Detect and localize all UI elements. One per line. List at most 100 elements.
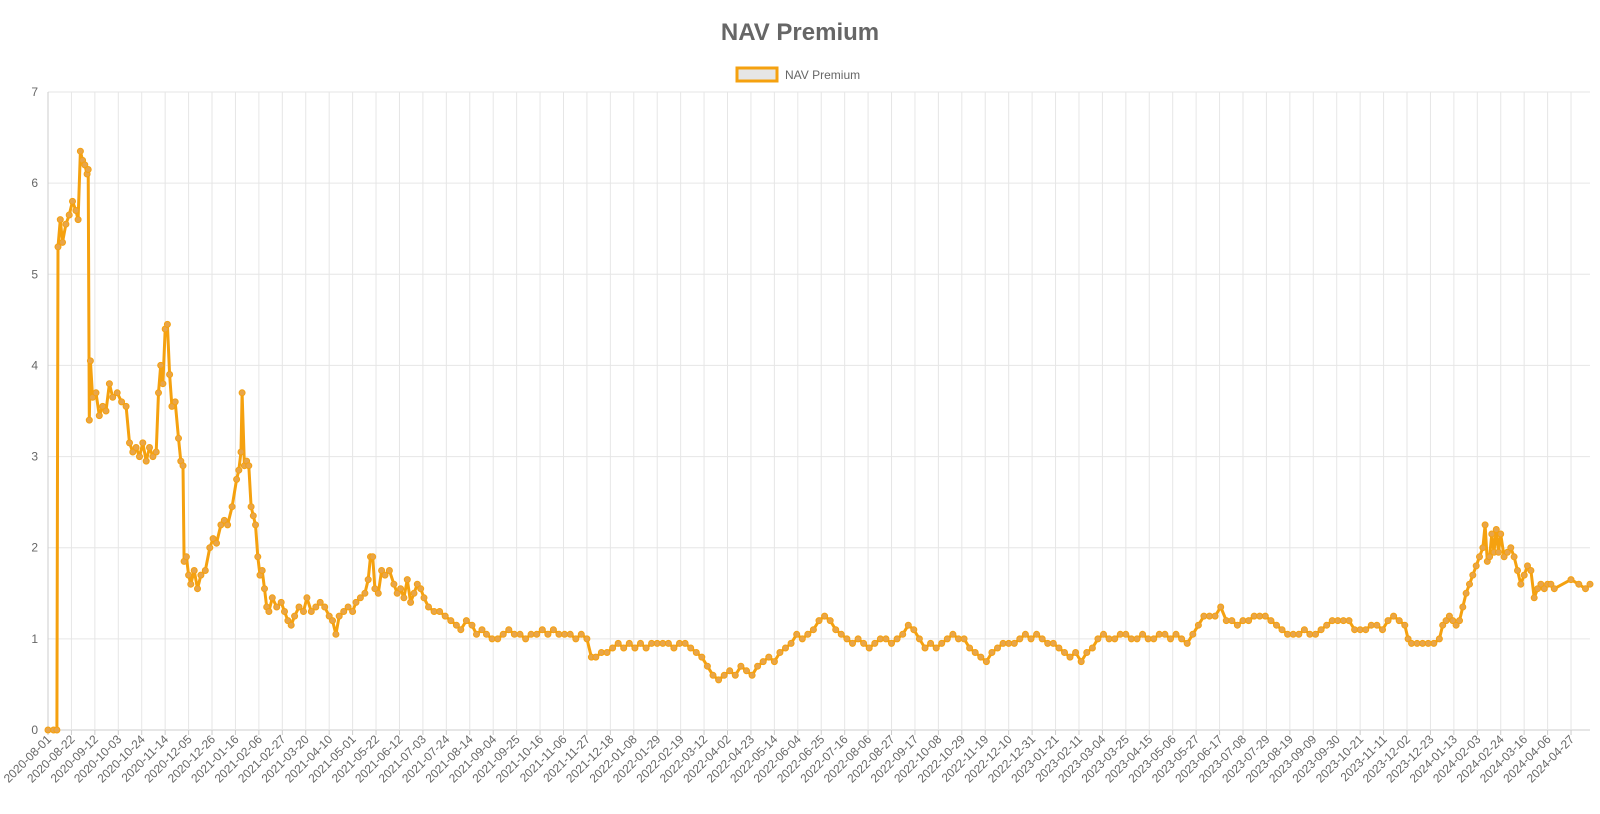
- data-point[interactable]: [1481, 521, 1489, 529]
- data-point[interactable]: [966, 644, 974, 652]
- data-point[interactable]: [146, 444, 153, 451]
- data-point[interactable]: [1139, 630, 1147, 638]
- data-point[interactable]: [1256, 612, 1264, 620]
- data-point[interactable]: [648, 639, 656, 647]
- data-point[interactable]: [105, 380, 113, 388]
- data-point[interactable]: [247, 503, 255, 511]
- data-point[interactable]: [190, 567, 198, 574]
- data-point[interactable]: [166, 371, 174, 378]
- data-point[interactable]: [516, 630, 524, 638]
- data-point[interactable]: [113, 389, 121, 397]
- data-point[interactable]: [703, 662, 711, 670]
- data-point[interactable]: [261, 585, 268, 593]
- data-point[interactable]: [352, 598, 360, 606]
- data-point[interactable]: [136, 453, 143, 461]
- data-point[interactable]: [312, 603, 320, 611]
- data-point[interactable]: [1083, 649, 1091, 656]
- data-point[interactable]: [1452, 621, 1460, 629]
- data-point[interactable]: [505, 626, 513, 634]
- data-point[interactable]: [631, 644, 639, 652]
- data-point[interactable]: [1150, 635, 1158, 643]
- data-point[interactable]: [659, 639, 667, 647]
- data-point[interactable]: [1278, 626, 1286, 634]
- data-point[interactable]: [182, 553, 190, 561]
- data-point[interactable]: [994, 644, 1001, 652]
- data-point[interactable]: [1527, 567, 1535, 574]
- data-point[interactable]: [1161, 630, 1169, 638]
- data-point[interactable]: [1497, 530, 1505, 538]
- data-point[interactable]: [743, 667, 750, 675]
- data-point[interactable]: [871, 639, 879, 647]
- data-point[interactable]: [1575, 580, 1583, 588]
- data-point[interactable]: [1520, 571, 1528, 579]
- data-point[interactable]: [329, 617, 336, 625]
- data-point[interactable]: [303, 594, 311, 602]
- data-point[interactable]: [1435, 635, 1443, 643]
- data-point[interactable]: [843, 635, 851, 643]
- data-point[interactable]: [235, 466, 243, 474]
- data-point[interactable]: [1094, 635, 1102, 643]
- data-point[interactable]: [561, 630, 569, 638]
- data-point[interactable]: [171, 398, 179, 406]
- data-point[interactable]: [1245, 617, 1253, 625]
- data-point[interactable]: [1384, 617, 1392, 625]
- data-point[interactable]: [904, 621, 912, 629]
- data-point[interactable]: [258, 567, 266, 574]
- data-point[interactable]: [865, 644, 873, 652]
- data-point[interactable]: [349, 608, 357, 615]
- data-point[interactable]: [625, 639, 633, 647]
- data-point[interactable]: [999, 639, 1007, 647]
- data-point[interactable]: [1517, 580, 1525, 588]
- data-point[interactable]: [321, 603, 329, 611]
- data-point[interactable]: [715, 676, 723, 684]
- data-point[interactable]: [1567, 576, 1575, 584]
- data-point[interactable]: [849, 639, 856, 647]
- data-point[interactable]: [664, 639, 672, 647]
- data-point[interactable]: [81, 161, 89, 169]
- data-point[interactable]: [971, 649, 979, 656]
- data-point[interactable]: [1061, 649, 1068, 656]
- data-point[interactable]: [566, 630, 574, 638]
- data-point[interactable]: [765, 653, 773, 661]
- data-point[interactable]: [369, 553, 377, 561]
- data-point[interactable]: [307, 608, 315, 615]
- data-point[interactable]: [826, 617, 834, 625]
- data-point[interactable]: [1530, 594, 1538, 602]
- data-point[interactable]: [1547, 580, 1555, 588]
- data-point[interactable]: [614, 639, 622, 647]
- data-point[interactable]: [1217, 603, 1225, 611]
- data-point[interactable]: [224, 521, 232, 529]
- data-point[interactable]: [89, 393, 97, 401]
- data-point[interactable]: [1261, 612, 1269, 620]
- data-point[interactable]: [1379, 626, 1386, 634]
- data-point[interactable]: [1167, 635, 1174, 643]
- data-point[interactable]: [1514, 567, 1521, 574]
- data-point[interactable]: [1524, 562, 1531, 570]
- data-point[interactable]: [642, 644, 650, 652]
- data-point[interactable]: [72, 207, 80, 214]
- data-point[interactable]: [179, 462, 187, 470]
- data-point[interactable]: [1390, 612, 1398, 620]
- data-point[interactable]: [1582, 585, 1589, 593]
- data-point[interactable]: [175, 434, 182, 442]
- data-point[interactable]: [494, 635, 502, 643]
- data-point[interactable]: [473, 630, 480, 638]
- data-point[interactable]: [53, 726, 61, 734]
- data-point[interactable]: [1345, 617, 1353, 625]
- data-point[interactable]: [410, 589, 418, 597]
- data-point[interactable]: [637, 639, 644, 647]
- data-point[interactable]: [1401, 621, 1409, 629]
- data-point[interactable]: [1027, 635, 1035, 643]
- data-point[interactable]: [393, 589, 401, 597]
- data-point[interactable]: [295, 603, 303, 611]
- data-point[interactable]: [374, 589, 382, 597]
- data-point[interactable]: [344, 603, 352, 611]
- data-point[interactable]: [59, 238, 66, 246]
- data-point[interactable]: [281, 608, 288, 615]
- data-point[interactable]: [977, 653, 985, 661]
- data-point[interactable]: [385, 567, 393, 574]
- data-point[interactable]: [277, 598, 285, 606]
- data-point[interactable]: [533, 630, 541, 638]
- data-point[interactable]: [821, 612, 829, 620]
- data-point[interactable]: [988, 649, 996, 656]
